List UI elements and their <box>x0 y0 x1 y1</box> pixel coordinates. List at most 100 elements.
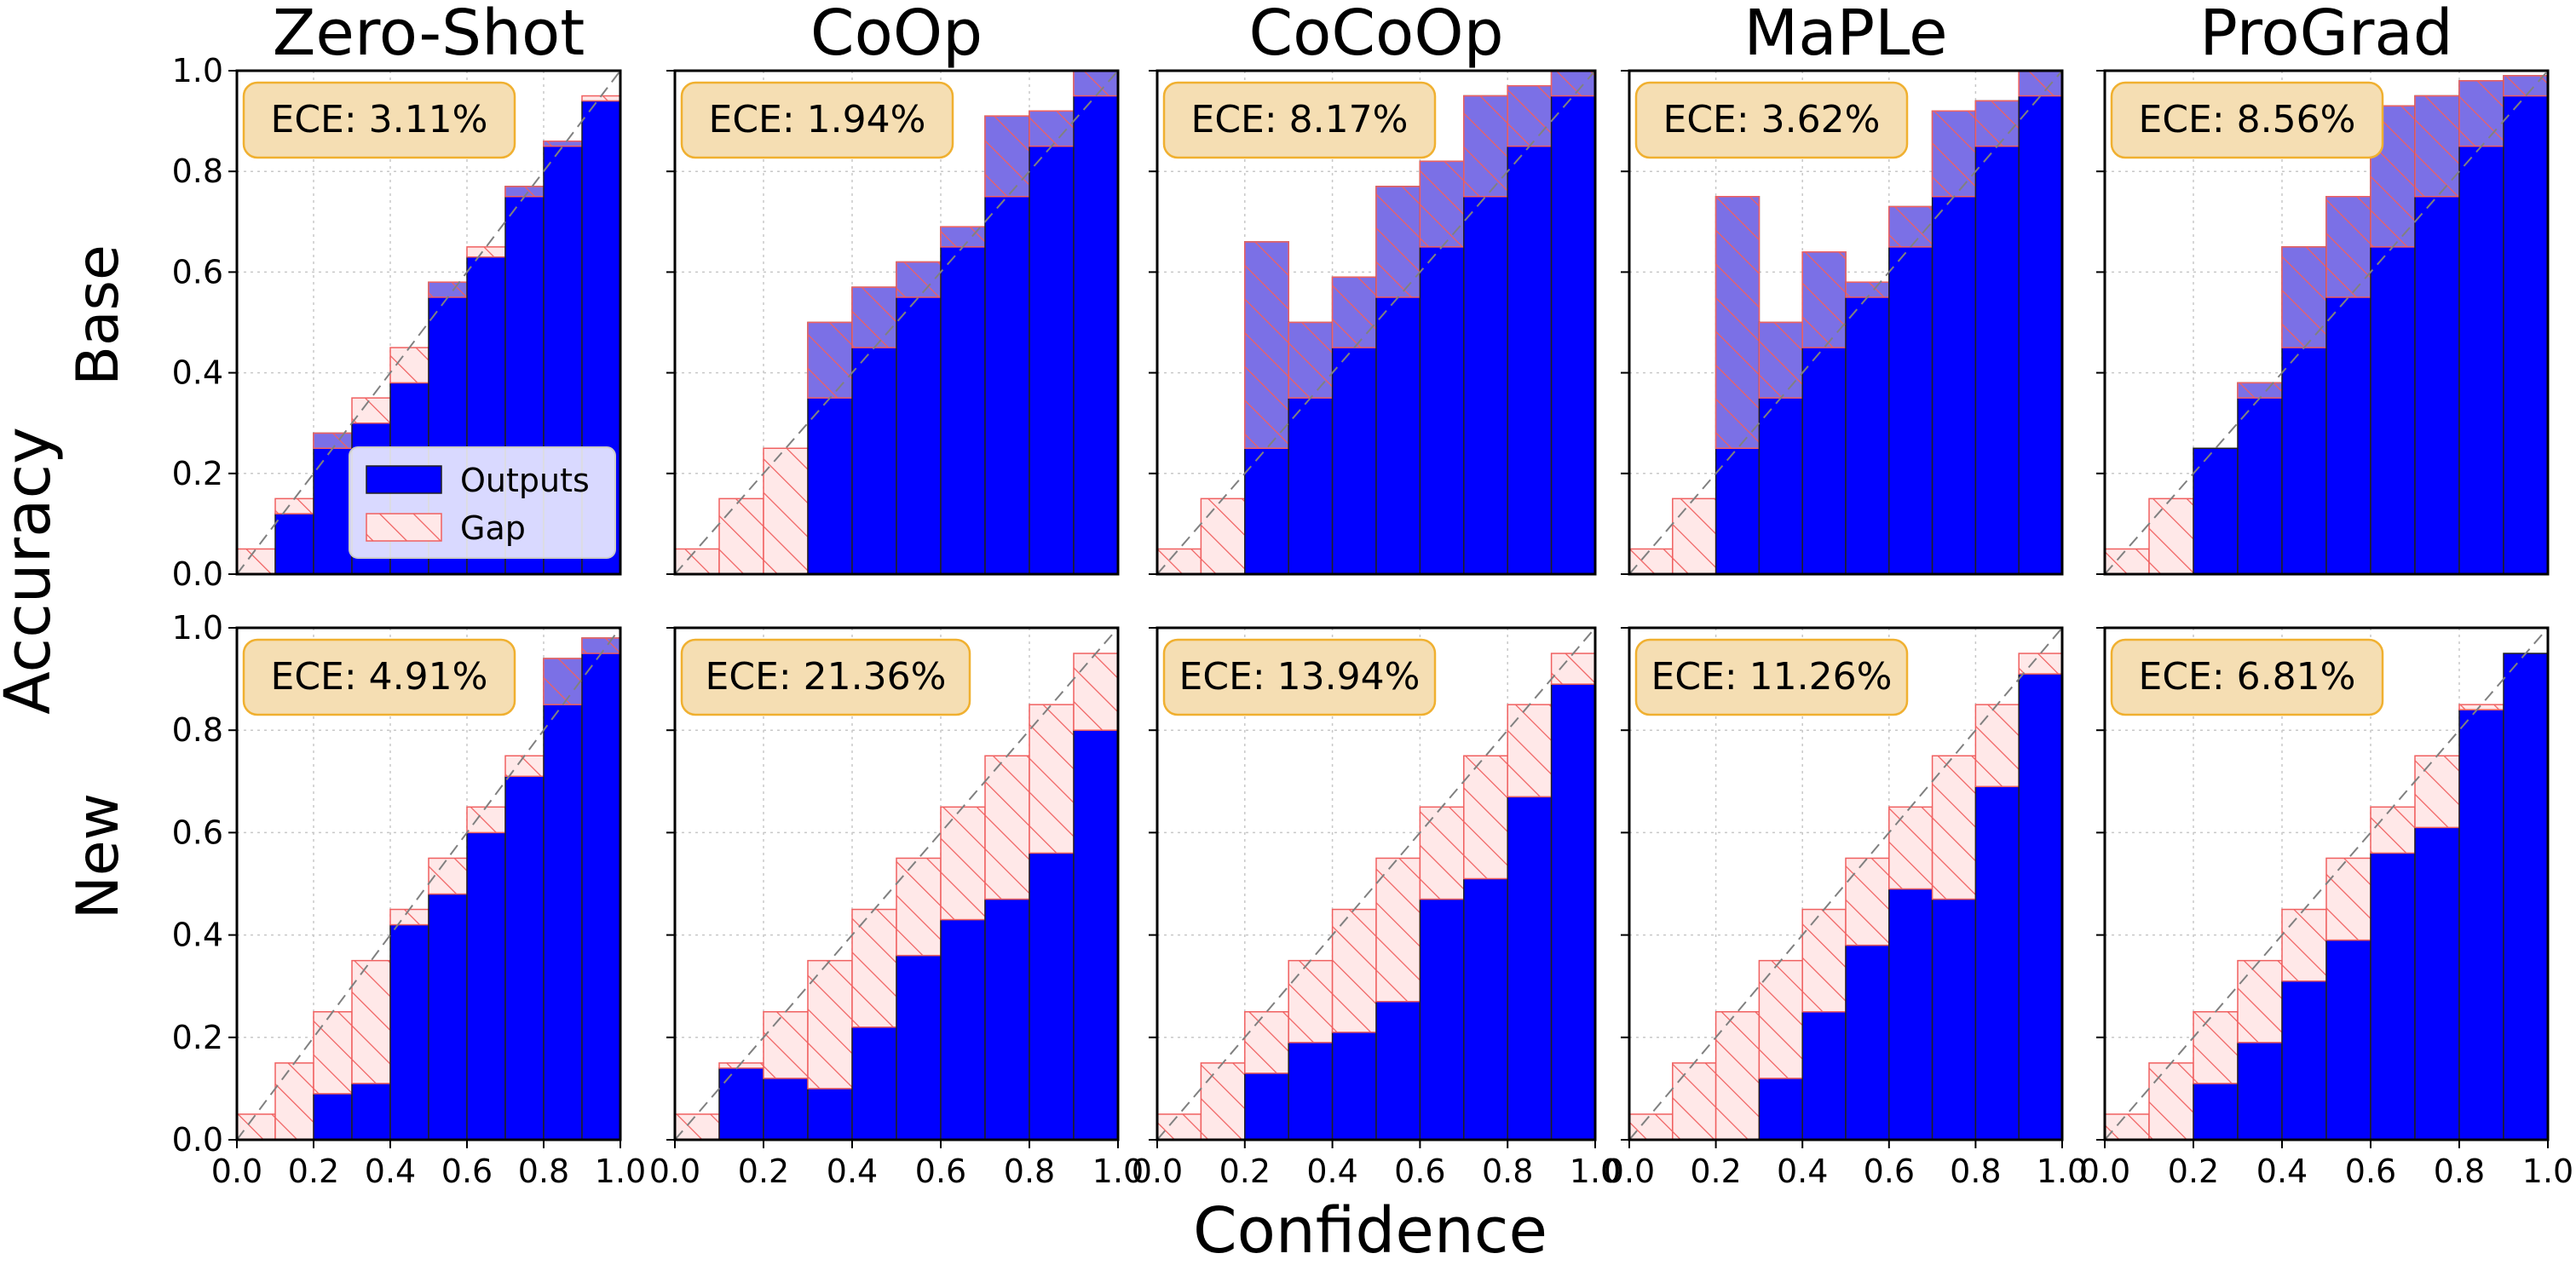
calibration-panel: 0.0 0.2 0.4 0.6 0.8 1.0 ECE: 6.81% <box>2079 626 2573 1190</box>
x-tick-label: 0.4 <box>1306 1153 1357 1190</box>
output-bar <box>940 918 986 1141</box>
gap-hatch <box>1888 206 1933 247</box>
ece-label: ECE: 21.36% <box>706 655 947 699</box>
gap-hatch <box>1759 322 1803 399</box>
ece-label: ECE: 11.26% <box>1651 655 1893 699</box>
output-bar <box>1758 1078 1803 1141</box>
gap-hatch <box>2019 71 2062 96</box>
x-tick-label: 0.2 <box>288 1153 339 1190</box>
output-bar <box>1073 729 1119 1141</box>
output-bar <box>313 432 353 575</box>
x-tick-label: 0.8 <box>1482 1153 1533 1190</box>
gap-hatch <box>1629 549 1673 574</box>
gap-hatch <box>1802 909 1846 1012</box>
y-tick-label: 0.6 <box>172 814 223 851</box>
y-tick-label: 0.0 <box>172 555 223 593</box>
gap-hatch <box>675 549 719 574</box>
y-tick-label: 0.2 <box>172 1019 223 1056</box>
gap-hatch <box>1715 1011 1760 1140</box>
gap-hatch <box>314 433 352 449</box>
gap-hatch <box>1201 1062 1245 1140</box>
row-label-base: Base <box>65 244 132 386</box>
calibration-panel: MaPLe ECE: 3.62% <box>1621 0 2064 576</box>
gap-hatch <box>544 141 582 147</box>
output-bar <box>763 1078 809 1141</box>
output-bar <box>1974 100 2020 575</box>
gap-hatch <box>1029 111 1074 147</box>
calibration-panel: 0.0 0.2 0.4 0.6 0.8 1.0 ECE: 21.36% <box>649 626 1144 1190</box>
gap-hatch <box>1463 756 1508 879</box>
x-tick-label: 0.2 <box>1690 1153 1741 1190</box>
gap-hatch <box>1672 498 1716 574</box>
x-tick-label: 0.0 <box>2079 1153 2130 1190</box>
y-tick-label: 1.0 <box>172 52 223 89</box>
x-tick-label: 0.8 <box>1004 1153 1055 1190</box>
output-bar <box>2237 1042 2283 1141</box>
calibration-panel: 0.0 0.2 0.4 0.6 0.8 1.0 Zero-Shot ECE: 3.11% Out… <box>172 0 622 593</box>
gap-hatch <box>275 498 314 515</box>
output-bar <box>2414 826 2460 1141</box>
gap-hatch <box>1332 277 1376 348</box>
x-tick-label: 0.6 <box>2345 1153 2396 1190</box>
ece-box <box>1162 81 1437 159</box>
gap-hatch <box>1332 909 1376 1032</box>
output-bar <box>1288 1042 1334 1141</box>
output-bar <box>1550 683 1596 1141</box>
gap-hatch <box>1759 960 1803 1078</box>
output-bar <box>1244 1072 1289 1141</box>
gap-hatch <box>2105 549 2149 574</box>
gap-hatch <box>2282 246 2326 348</box>
gap-hatch <box>985 756 1029 900</box>
axes-frame <box>1628 69 2064 576</box>
output-bar <box>1845 281 1890 575</box>
calibration-panel: ProGrad ECE: 8.56% <box>2096 0 2550 576</box>
gap-hatch <box>390 909 429 925</box>
gap-hatch <box>1551 653 1595 685</box>
legend-swatch-outputs <box>366 465 442 494</box>
output-bar <box>984 898 1030 1141</box>
gap-hatch <box>1975 704 2020 787</box>
x-tick-label: 0.6 <box>441 1153 493 1190</box>
ece-label: ECE: 8.17% <box>1191 98 1409 141</box>
axes-frame <box>673 69 1120 576</box>
calibration-panel: 0.00.0 0.2 0.2 0.4 0.4 0.6 0.6 0.8 0.8 1.0 1.0 ECE:… <box>172 609 647 1190</box>
x-tick-label: 0.4 <box>1777 1153 1828 1190</box>
gap-hatch <box>2504 75 2548 96</box>
output-bar <box>851 1026 897 1141</box>
ece-box <box>680 638 971 716</box>
gap-hatch <box>2149 498 2193 574</box>
gap-hatch <box>675 1113 719 1140</box>
legend-label-outputs: Outputs <box>460 462 590 499</box>
gap-hatch <box>1376 858 1421 1002</box>
gap-hatch <box>2149 1062 2193 1140</box>
gap-hatch <box>1846 858 1889 946</box>
output-bar <box>1550 70 1596 575</box>
x-tick-label: 0.0 <box>649 1153 700 1190</box>
gap-hatch <box>2019 653 2062 675</box>
axes-frame <box>1628 626 2064 1141</box>
y-tick-label: 0.0 <box>172 1121 223 1159</box>
gap-hatch <box>1975 101 2020 147</box>
gap-hatch <box>1551 71 1595 96</box>
output-bar <box>940 226 986 575</box>
calibration-panel: 0.0 0.2 0.4 0.6 0.8 1.0 ECE: 13.94% <box>1132 626 1621 1190</box>
y-tick-label: 0.8 <box>172 152 223 190</box>
output-bar <box>2193 1083 2239 1141</box>
output-bar <box>896 261 942 575</box>
gap-hatch <box>1074 653 1118 731</box>
gap-hatch <box>275 1062 314 1140</box>
y-tick-label: 0.4 <box>172 917 223 954</box>
x-tick-label: 1.0 <box>595 1153 646 1190</box>
gap-hatch <box>2238 960 2282 1043</box>
ece-label: ECE: 3.11% <box>271 98 488 141</box>
x-tick-label: 0.8 <box>2434 1153 2485 1190</box>
row-label-new: New <box>65 793 132 919</box>
axes-frame <box>2103 626 2550 1141</box>
output-bar <box>1888 205 1933 575</box>
axes-frame <box>2103 69 2550 576</box>
x-tick-label: 0.6 <box>1394 1153 1445 1190</box>
gap-hatch <box>808 322 852 399</box>
x-tick-label: 0.4 <box>365 1153 416 1190</box>
output-bar <box>466 831 506 1141</box>
gap-hatch <box>852 287 896 348</box>
